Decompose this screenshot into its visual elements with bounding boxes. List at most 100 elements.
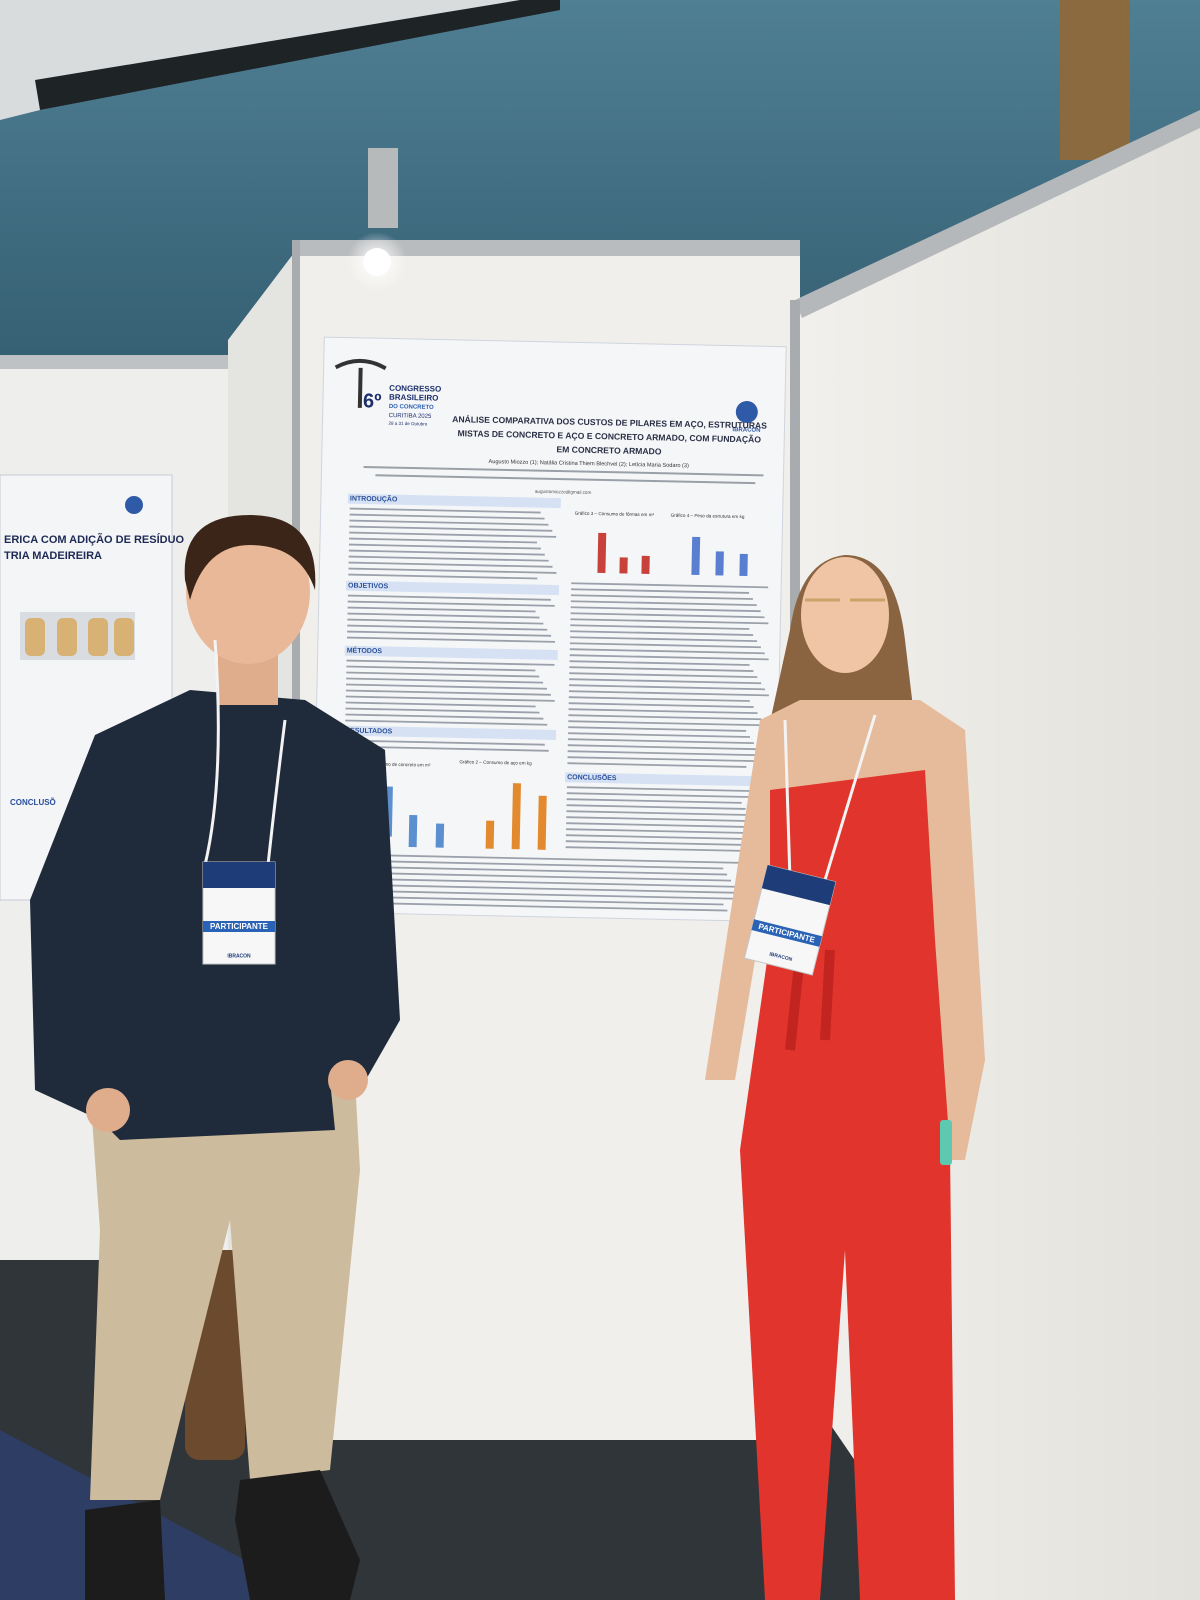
hand [328,1060,368,1100]
text-line [344,877,735,888]
face [801,557,889,673]
text-line [565,834,742,840]
chart-bar [537,795,547,850]
text-line [347,606,536,613]
text-line [565,846,750,852]
panel-frame [0,355,232,369]
text-line [569,672,758,679]
section-heading: MÉTODOS [347,645,383,655]
text-line [348,543,541,550]
left-poster-heading: CONCLUSÕ [10,798,56,807]
text-line [569,654,769,661]
text-line [569,666,754,672]
chart-caption: Gráfico 3 – Consumo de fôrmas em m² [575,511,655,518]
text-line [571,588,750,594]
text-line [567,738,754,744]
poster-authors: Augusto Miozzo (1); Natália Cristina Thi… [488,459,689,469]
text-line [566,786,757,793]
text-line [345,695,555,702]
heading-band [565,772,766,787]
text-line [570,600,757,607]
badge: PARTICIPANTE IBRACON [743,864,837,976]
shoe [235,1470,360,1600]
text-line [570,618,769,625]
sample [114,618,134,656]
logo-dates: 28 a 31 de Outubro [388,421,427,427]
affiliation-line [363,465,764,477]
face [186,520,310,664]
charts: Gráfico 1 – Consumo de concreto em m³ Gr… [347,511,748,850]
badge-band [203,921,275,932]
chart-caption: Gráfico 2 – Consumo de aço em kg [459,759,532,766]
text-line [567,756,766,763]
text-line [349,507,541,514]
heading-band [345,580,560,596]
text-line [347,630,552,637]
chart-bar [739,553,748,577]
text-line [567,762,747,768]
text-line [347,624,548,631]
text-line [347,612,540,619]
main-poster: 6º CONGRESSO BRASILEIRO DO CONCRETO CURI… [311,336,787,923]
ceiling-beam [35,0,560,110]
text-line [346,665,536,672]
text-line [344,739,545,746]
text-line [570,606,761,613]
logo-name: BRASILEIRO [389,393,439,403]
text-line [347,594,551,601]
lanyard [266,719,287,866]
sample [57,618,77,656]
text-line [566,822,758,829]
badge-org: IBRACON [769,951,793,963]
door-frame [1060,0,1130,160]
logo-name: DO CONCRETO [389,404,434,411]
phone [940,1120,952,1165]
badge: PARTICIPANTE IBRACON [202,861,276,965]
section-heading: OBJETIVOS [348,582,389,590]
logo-city: CURITIBA 2025 [389,413,432,420]
text-line [570,612,765,619]
badge-org: IBRACON [227,953,251,959]
section-headings: INTRODUÇÃO OBJETIVOS MÉTODOS RESULTADOS … [342,494,766,787]
text-line [568,690,769,697]
badge-header [203,862,275,888]
chart-caption: Gráfico 4 – Peso da estrutura em kg [671,513,745,520]
text-line [344,883,739,894]
text-line [570,624,750,630]
text-line [345,707,540,714]
text-line [346,677,544,684]
chart-bar [691,536,701,576]
trousers [90,1080,360,1500]
left-poster-title: ERICA COM ADIÇÃO DE RESÍDUO [4,533,185,546]
text-line [568,702,754,708]
text-line [349,519,549,526]
text-line [568,696,750,702]
logo-edition: 6º [363,390,382,412]
text-line [570,636,758,643]
poster-email: augustomiozzo@gmail.com [535,489,592,495]
spot-lamp [347,148,407,292]
text-line [346,636,555,643]
lanyard [783,714,877,881]
org-mark [735,400,758,423]
sample [25,618,45,656]
text-line [569,678,762,685]
text-line [569,648,765,655]
text-line [566,792,761,799]
text-line [345,853,743,864]
text-line [345,713,544,720]
text-line [568,720,766,727]
text-line [566,810,750,816]
chart-bar [485,820,495,849]
hand [86,1088,130,1132]
text-line [345,865,728,876]
text-line [346,659,555,666]
badge-header [761,864,836,906]
chart-bar [619,557,628,574]
text-line [571,582,769,589]
badge-label: PARTICIPANTE [210,922,269,931]
section-heading: RESULTADOS [345,727,393,735]
text-line [567,750,762,757]
